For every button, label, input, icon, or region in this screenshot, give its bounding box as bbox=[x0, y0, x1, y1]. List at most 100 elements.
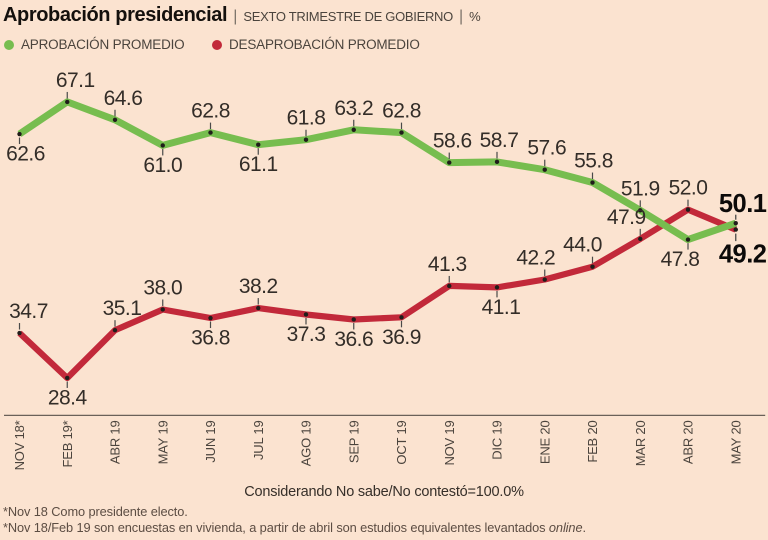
value-label: 38.2 bbox=[239, 275, 278, 298]
x-tick-label: MAR 20 bbox=[633, 421, 648, 467]
unit-label: % bbox=[469, 9, 481, 24]
data-point bbox=[208, 315, 213, 321]
legend-dot-desaprobacion bbox=[212, 39, 222, 50]
x-tick-label: JUN 19 bbox=[203, 421, 218, 463]
chart-footnotes: *Nov 18 Como presidente electo. *Nov 18/… bbox=[3, 504, 586, 535]
value-label: 42.2 bbox=[516, 247, 555, 270]
title-separator: | bbox=[233, 8, 238, 25]
value-label: 62.6 bbox=[6, 143, 45, 166]
value-label: 61.1 bbox=[239, 153, 278, 176]
data-point bbox=[638, 208, 643, 213]
data-point bbox=[494, 285, 500, 290]
labels-aprobacion: 62.6 67.1 64.6 61.0 62.8 61.1 61.8 63.2 62.8 58.6… bbox=[6, 69, 767, 271]
value-label: 62.8 bbox=[382, 100, 421, 123]
value-label: 36.8 bbox=[191, 327, 230, 350]
data-point bbox=[542, 167, 547, 172]
data-point bbox=[303, 312, 309, 317]
line-desaprobacion bbox=[17, 206, 737, 382]
data-point bbox=[112, 327, 118, 333]
value-label: 47.9 bbox=[607, 206, 646, 229]
data-point bbox=[447, 283, 452, 289]
chart-header: Aprobación presidencial | SEXTO TRIMESTR… bbox=[3, 4, 481, 27]
legend-label-aprobacion: APROBACIÓN PROMEDIO bbox=[21, 37, 185, 52]
data-point bbox=[17, 131, 22, 137]
chart-subtitle: SEXTO TRIMESTRE DE GOBIERNO bbox=[243, 9, 453, 24]
value-label: 52.0 bbox=[669, 177, 708, 200]
value-label: 61.0 bbox=[143, 154, 182, 177]
value-label: 57.6 bbox=[527, 137, 566, 160]
value-label: 38.0 bbox=[143, 276, 182, 299]
value-label: 58.6 bbox=[433, 130, 472, 153]
data-point bbox=[733, 220, 738, 226]
data-point bbox=[399, 130, 404, 135]
x-tick-label: AGO 19 bbox=[299, 421, 314, 467]
value-label: 49.2 bbox=[719, 241, 767, 269]
data-point bbox=[256, 142, 261, 147]
x-tick-label: NOV 19 bbox=[442, 421, 457, 466]
x-tick-label: MAY 19 bbox=[155, 421, 170, 465]
data-point bbox=[112, 117, 118, 122]
value-label: 41.3 bbox=[428, 253, 467, 276]
data-point bbox=[208, 130, 213, 135]
value-label: 58.7 bbox=[480, 129, 519, 152]
x-tick-label: ABR 20 bbox=[681, 421, 696, 465]
value-label: 28.4 bbox=[48, 386, 88, 409]
x-tick-label: OCT 19 bbox=[394, 421, 409, 465]
legend-dot-aprobacion bbox=[4, 39, 14, 50]
x-tick-label: ABR 19 bbox=[108, 421, 123, 465]
page-title: Aprobación presidencial bbox=[3, 4, 228, 26]
x-tick-label: FEB 20 bbox=[585, 421, 600, 463]
line-aprobacion bbox=[17, 98, 737, 244]
footnote-2-italic: online bbox=[548, 519, 583, 535]
value-label: 64.6 bbox=[104, 87, 143, 110]
value-label: 62.8 bbox=[191, 100, 230, 123]
chart-note: Considerando No sabe/No contestó=100.0% bbox=[244, 484, 524, 500]
data-point bbox=[590, 180, 595, 185]
data-point bbox=[65, 99, 70, 105]
x-tick-label: JUL 19 bbox=[251, 421, 266, 461]
data-point bbox=[351, 317, 356, 322]
data-point bbox=[733, 227, 738, 232]
data-point bbox=[256, 305, 261, 311]
value-label: 36.9 bbox=[382, 326, 421, 349]
x-tick-label: MAY 20 bbox=[728, 421, 743, 465]
x-tick-label: SEP 19 bbox=[346, 421, 361, 464]
data-point bbox=[494, 159, 500, 165]
value-label: 61.8 bbox=[287, 107, 326, 130]
data-point bbox=[65, 375, 70, 381]
x-tick-label: NOV 18* bbox=[12, 420, 27, 470]
data-point bbox=[17, 330, 22, 336]
data-point bbox=[160, 143, 165, 148]
subtitle-separator: | bbox=[458, 8, 464, 25]
legend-item-aprobacion: APROBACIÓN PROMEDIO bbox=[4, 37, 185, 52]
value-label: 47.8 bbox=[661, 248, 700, 271]
value-label: 34.7 bbox=[9, 300, 48, 323]
x-tick-label: ENE 20 bbox=[537, 421, 552, 465]
value-label: 67.1 bbox=[56, 69, 95, 92]
data-point bbox=[590, 264, 595, 269]
value-label: 51.9 bbox=[621, 177, 660, 200]
value-label: 36.6 bbox=[334, 328, 373, 351]
data-point bbox=[160, 307, 165, 312]
chart-legend: APROBACIÓN PROMEDIO DESAPROBACIÓN PROMED… bbox=[0, 37, 768, 53]
x-axis-labels: NOV 18* FEB 19* ABR 19 MAY 19 JUN 19 JUL 19 AG… bbox=[12, 420, 743, 470]
value-label: 41.1 bbox=[482, 296, 521, 319]
value-label: 35.1 bbox=[103, 297, 142, 320]
legend-item-desaprobacion: DESAPROBACIÓN PROMEDIO bbox=[212, 37, 420, 52]
value-label: 55.8 bbox=[574, 150, 613, 173]
data-point bbox=[399, 315, 404, 320]
x-tick-label: DIC 19 bbox=[490, 421, 505, 460]
data-point bbox=[447, 160, 452, 165]
data-point bbox=[542, 277, 547, 282]
value-label: 50.1 bbox=[719, 190, 767, 218]
data-point bbox=[685, 207, 691, 212]
data-point bbox=[351, 127, 356, 132]
footnote-2: *Nov 18/Feb 19 son encuestas en vivienda… bbox=[3, 519, 586, 535]
legend-label-desaprobacion: DESAPROBACIÓN PROMEDIO bbox=[229, 37, 420, 52]
footnote-1: *Nov 18 Como presidente electo. bbox=[3, 504, 188, 519]
labels-desaprobacion: 34.7 28.4 35.138.0 36.8 38.2 37.3 36.6 36.9 41.3… bbox=[9, 177, 767, 410]
x-tick-label: FEB 19* bbox=[60, 420, 75, 467]
data-point bbox=[303, 137, 309, 142]
